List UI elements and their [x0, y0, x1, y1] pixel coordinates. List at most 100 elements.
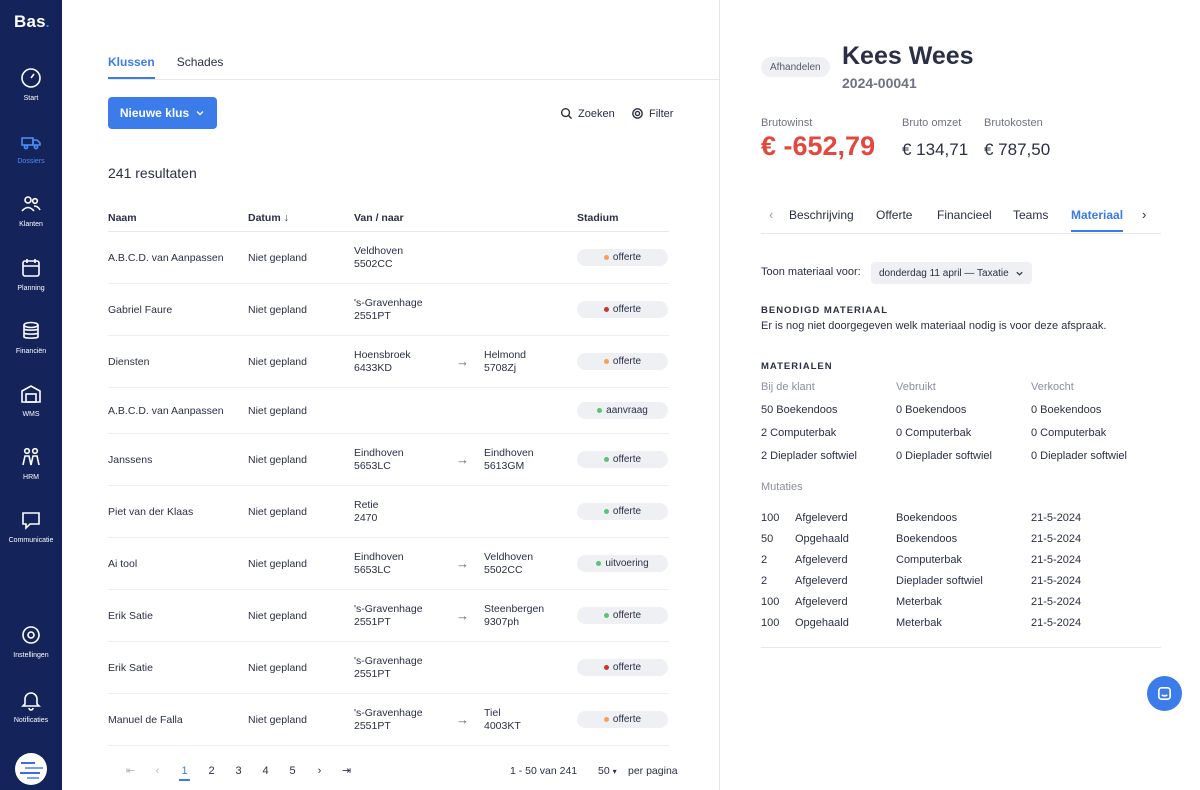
material-cell: 50 Boekendoos: [761, 404, 838, 416]
filter-button[interactable]: Filter: [631, 107, 673, 120]
col-vebruikt: Vebruikt: [896, 381, 936, 393]
page-number: 3: [235, 764, 242, 777]
arrow-right-icon: →: [456, 712, 469, 727]
app-logo[interactable]: Bas.: [14, 12, 50, 31]
tab-beschrijving[interactable]: Beschrijving: [789, 208, 854, 222]
row-van: 's-Gravenhage 2551PT: [354, 297, 423, 323]
per-page-value: 50: [598, 765, 610, 777]
sidebar-item-wms[interactable]: WMS: [0, 382, 62, 418]
row-van: 's-Gravenhage 2551PT: [354, 707, 423, 733]
row-datum: Niet gepland: [248, 454, 307, 466]
search-button[interactable]: Zoeken: [560, 107, 615, 120]
tab-materiaal[interactable]: Materiaal: [1071, 208, 1124, 232]
table-row[interactable]: Diensten Niet gepland Hoensbroek 6433KD → Hel…: [108, 336, 669, 388]
naar-zip: 5502CC: [484, 564, 523, 576]
naar-city: Veldhoven: [484, 551, 534, 563]
coins-icon: [19, 319, 43, 343]
last-page-button[interactable]: ⇥: [341, 765, 352, 777]
kosten-label: Brutokosten: [984, 117, 1043, 129]
table-row[interactable]: Janssens Niet gepland Eindhoven 5653LC → Eind…: [108, 434, 669, 486]
next-page-button[interactable]: ›: [317, 764, 322, 777]
table-row[interactable]: Gabriel Faure Niet gepland 's-Gravenhage 25…: [108, 284, 669, 336]
mutatie-cell: Opgehaald: [795, 533, 849, 545]
sidebar-item-planning[interactable]: Planning: [0, 256, 62, 292]
row-naam: Erik Satie: [108, 662, 153, 674]
sidebar-item-instellingen[interactable]: Instellingen: [0, 623, 62, 659]
mutatie-cell: 21-5-2024: [1031, 617, 1082, 629]
van-city: 's-Gravenhage: [354, 603, 423, 615]
tab-financieel[interactable]: Financieel: [937, 208, 992, 222]
tab-offerte[interactable]: Offerte: [876, 208, 913, 222]
naar-city: Steenbergen: [484, 603, 545, 615]
table-row[interactable]: Erik Satie Niet gepland 's-Gravenhage 2551P…: [108, 642, 669, 694]
jobs-table: Naam Datum ↓ Van / naar Stadium A.B.C.D.…: [108, 205, 669, 746]
materialen-title: MATERIALEN: [761, 361, 833, 372]
table-row[interactable]: Manuel de Falla Niet gepland 's-Gravenhage…: [108, 694, 669, 746]
new-job-button[interactable]: Nieuwe klus: [108, 97, 217, 129]
dossier-number: 2024-00041: [842, 75, 917, 91]
table-row[interactable]: Erik Satie Niet gepland 's-Gravenhage 2551P…: [108, 590, 669, 642]
sidebar-item-dossiers[interactable]: Dossiers: [0, 129, 62, 165]
tab-klussen[interactable]: Klussen: [108, 55, 155, 79]
col-stadium[interactable]: Stadium: [577, 212, 619, 224]
row-datum: Niet gepland: [248, 714, 307, 726]
col-van-naar[interactable]: Van / naar: [354, 212, 404, 224]
users-icon: [19, 192, 43, 216]
sidebar-item-label: HRM: [23, 474, 39, 481]
mutatie-cell: Boekendoos: [896, 512, 958, 524]
calendar-icon: [19, 256, 43, 280]
detail-tabs: ‹ Beschrijving Offerte Financieel Teams …: [761, 207, 1161, 234]
mutatie-cell: 21-5-2024: [1031, 533, 1082, 545]
prev-page-button[interactable]: ‹: [155, 764, 160, 777]
col-verkocht: Verkocht: [1031, 381, 1074, 393]
van-zip: 2551PT: [354, 310, 391, 322]
page-number: 1: [179, 764, 190, 781]
chevron-left-icon[interactable]: ‹: [769, 207, 774, 222]
mutatie-cell: Afgeleverd: [795, 554, 848, 566]
chevron-right-icon[interactable]: ›: [1142, 207, 1147, 222]
material-cell: 0 Boekendoos: [896, 404, 967, 416]
status-dot-icon: [603, 255, 609, 260]
tab-schades[interactable]: Schades: [176, 55, 224, 69]
sidebar-item-financin[interactable]: Financiën: [0, 319, 62, 355]
sidebar: Bas. Start Dossiers Klanten Planning Financi…: [0, 0, 62, 790]
page-4-button[interactable]: 4: [252, 765, 279, 777]
page-3-button[interactable]: 3: [225, 765, 252, 777]
mutatie-cell: 21-5-2024: [1031, 512, 1082, 524]
page-5-button[interactable]: 5: [279, 765, 306, 777]
sidebar-item-notificaties[interactable]: Notificaties: [0, 688, 62, 724]
table-row[interactable]: Piet van der Klaas Niet gepland Retie 2470 o…: [108, 486, 669, 538]
results-count: 241 resultaten: [108, 165, 197, 181]
table-row[interactable]: A.B.C.D. van Aanpassen Niet gepland aanvra…: [108, 388, 669, 434]
sidebar-item-communicatie[interactable]: Communicatie: [0, 508, 62, 544]
material-cell: 2 Dieplader softwiel: [761, 450, 857, 462]
table-row[interactable]: A.B.C.D. van Aanpassen Niet gepland Veldho…: [108, 232, 669, 284]
per-page-select[interactable]: 50 ▾: [598, 765, 617, 777]
avatar[interactable]: [15, 753, 47, 785]
warehouse-icon: [19, 382, 43, 406]
benodigd-title: BENODIGD MATERIAAL: [761, 305, 889, 316]
sidebar-item-start[interactable]: Start: [0, 66, 62, 102]
tab-teams[interactable]: Teams: [1013, 208, 1049, 222]
van-zip: 2551PT: [354, 616, 391, 628]
people-icon: [19, 445, 43, 469]
page-2-button[interactable]: 2: [198, 765, 225, 777]
status-dot-icon: [603, 307, 609, 312]
page-1-button[interactable]: 1: [171, 764, 198, 781]
sidebar-item-hrm[interactable]: HRM: [0, 445, 62, 481]
appointment-select[interactable]: donderdag 11 april — Taxatie: [871, 262, 1032, 284]
arrow-right-icon: →: [456, 556, 469, 571]
van-zip: 2551PT: [354, 668, 391, 680]
table-row[interactable]: Ai tool Niet gepland Eindhoven 5653LC → Veldh…: [108, 538, 669, 590]
van-zip: 6433KD: [354, 362, 392, 374]
first-page-button[interactable]: ⇤: [125, 765, 136, 777]
row-van: 's-Gravenhage 2551PT: [354, 655, 423, 681]
search-label: Zoeken: [578, 107, 615, 120]
sidebar-item-klanten[interactable]: Klanten: [0, 192, 62, 228]
mutatie-cell: Afgeleverd: [795, 575, 848, 587]
chat-button[interactable]: [1147, 676, 1182, 711]
stadium-badge: uitvoering: [577, 555, 668, 572]
col-datum[interactable]: Datum ↓: [248, 212, 289, 224]
col-naam[interactable]: Naam: [108, 212, 137, 224]
stadium-label: aanvraag: [606, 405, 648, 416]
